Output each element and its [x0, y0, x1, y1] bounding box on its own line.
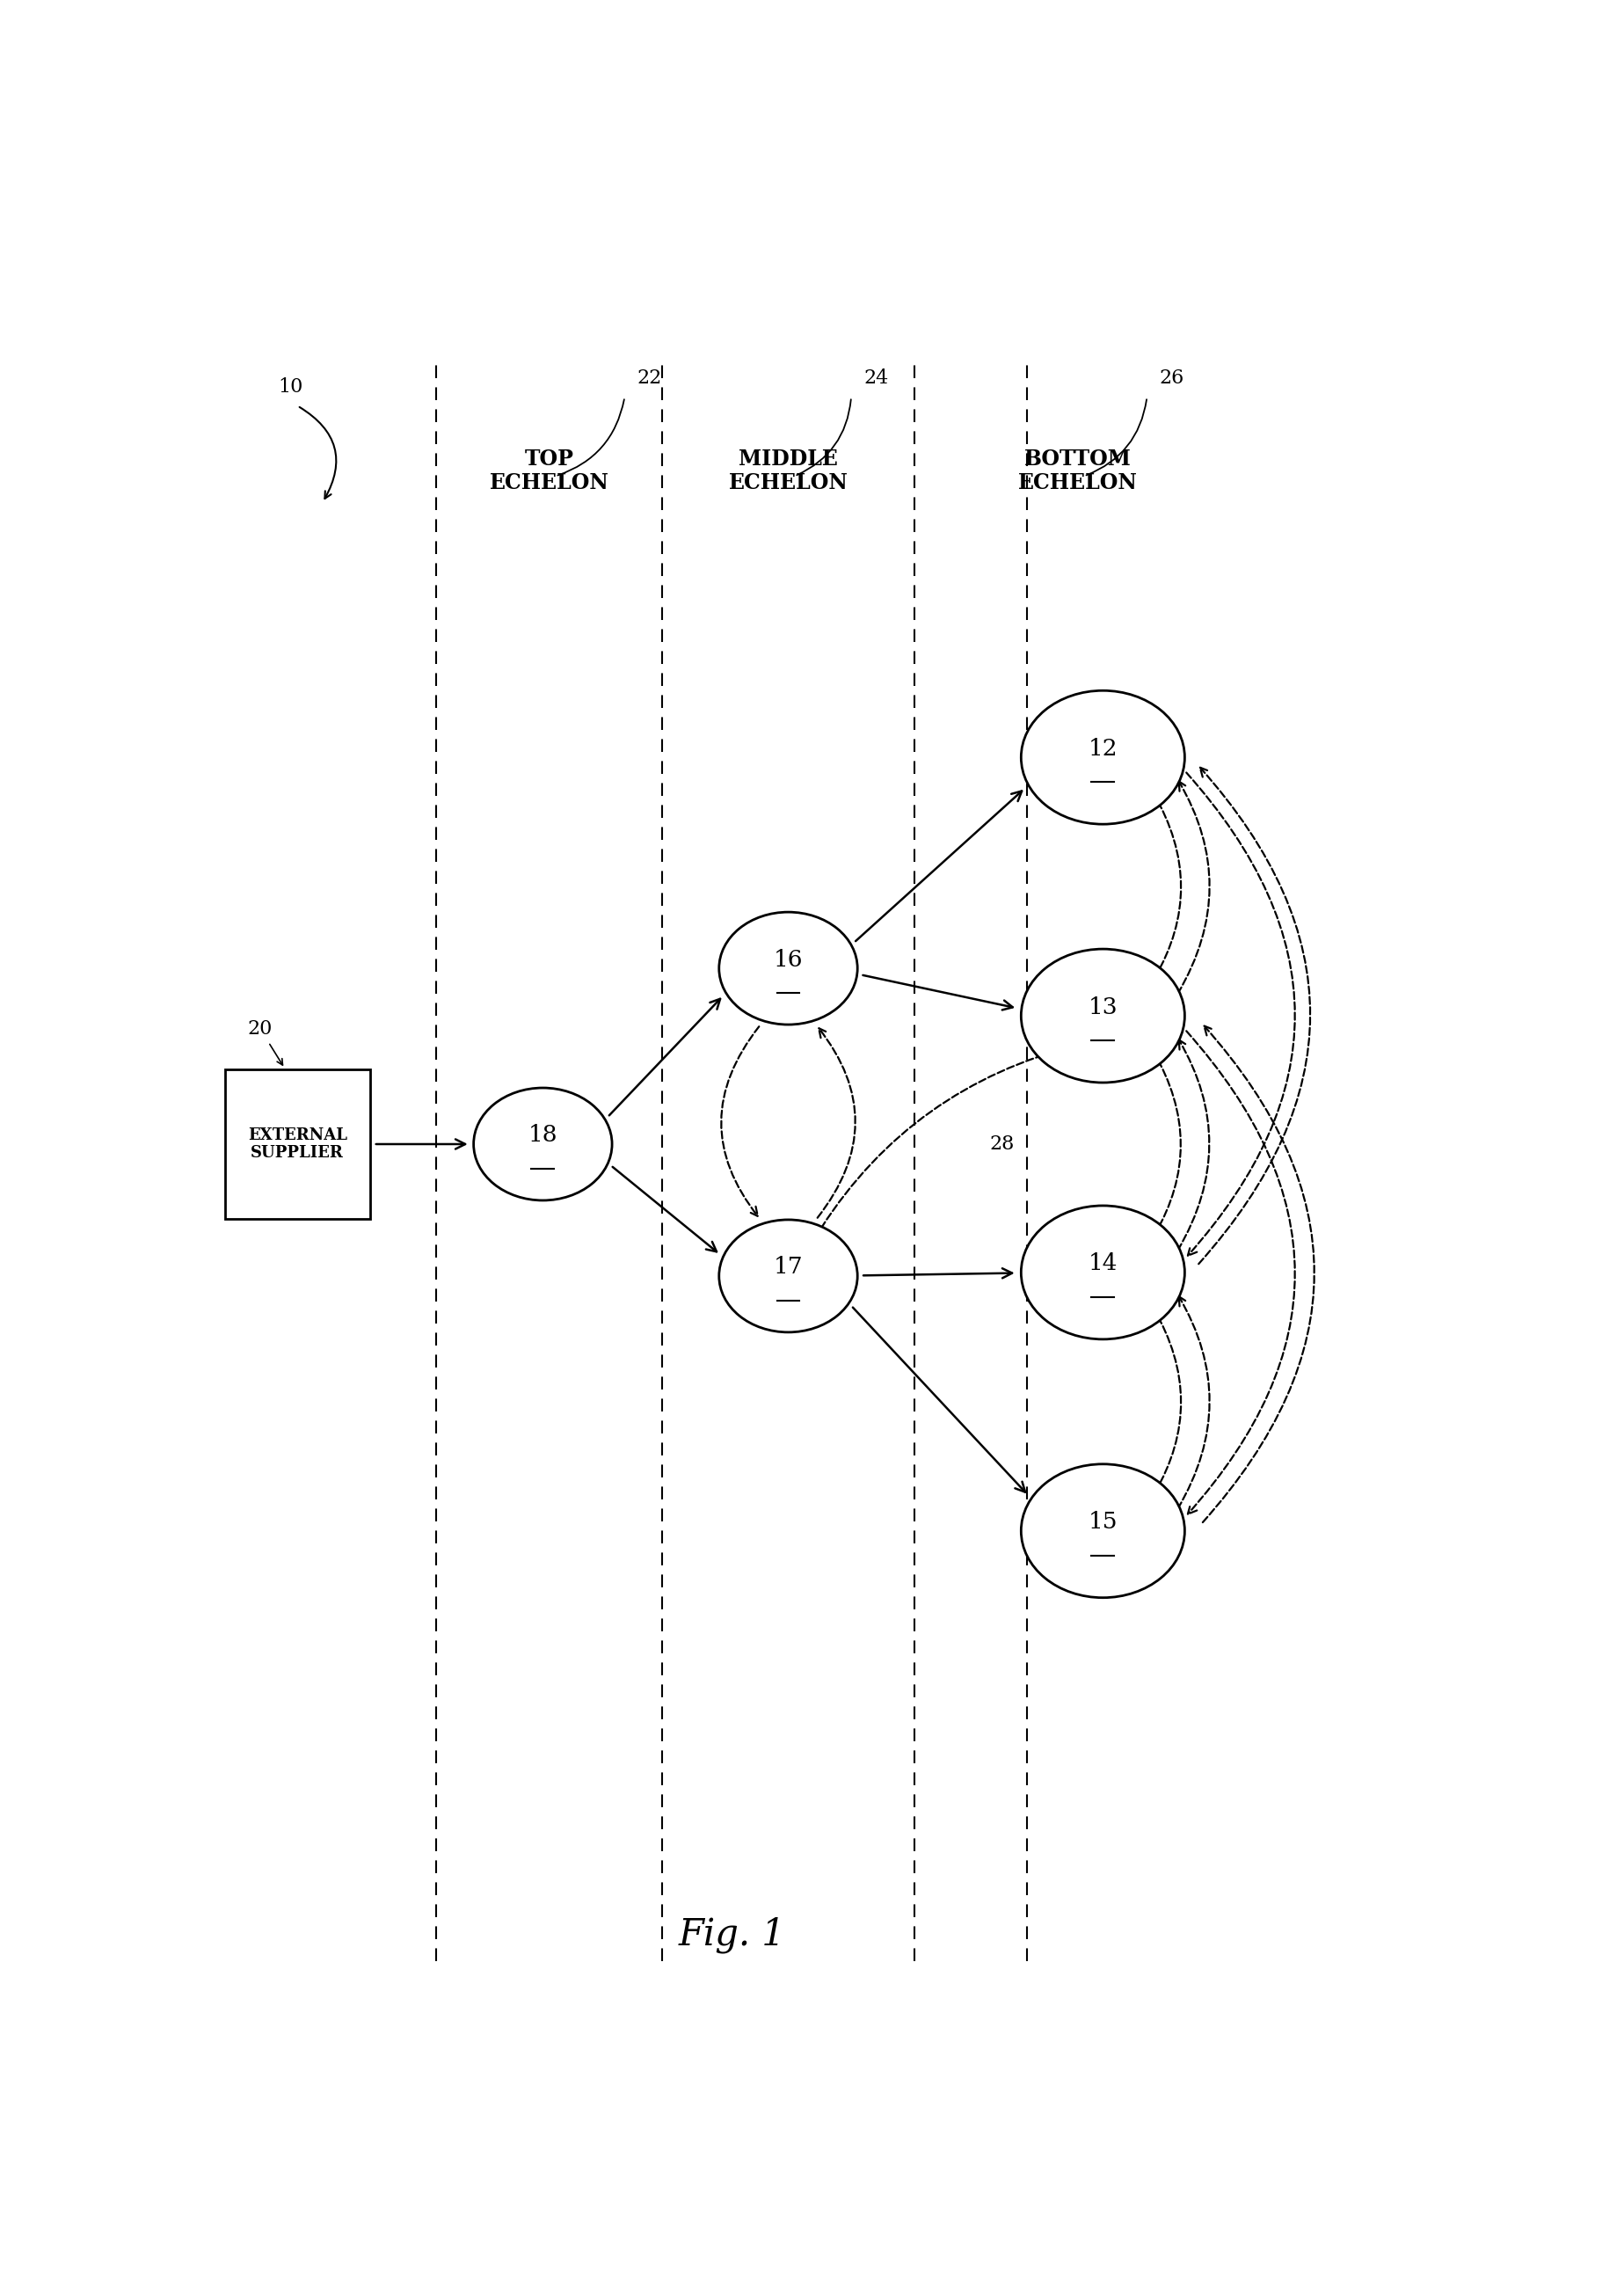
Text: EXTERNAL
SUPPLIER: EXTERNAL SUPPLIER	[248, 1128, 348, 1162]
FancyArrowPatch shape	[864, 1269, 1012, 1278]
Text: 12: 12	[1088, 737, 1117, 760]
Text: 22: 22	[637, 370, 663, 388]
FancyArrowPatch shape	[721, 1027, 758, 1217]
Text: 13: 13	[1088, 995, 1117, 1018]
Text: 28: 28	[989, 1135, 1015, 1153]
FancyArrowPatch shape	[1177, 781, 1210, 993]
Text: 10: 10	[279, 377, 304, 397]
Ellipse shape	[1021, 1205, 1186, 1340]
FancyArrowPatch shape	[377, 1139, 464, 1148]
FancyArrowPatch shape	[856, 790, 1021, 941]
Text: MIDDLE
ECHELON: MIDDLE ECHELON	[729, 447, 848, 493]
FancyArrowPatch shape	[1203, 1025, 1314, 1523]
FancyArrowPatch shape	[810, 1048, 1057, 1247]
Ellipse shape	[1021, 1463, 1186, 1598]
Ellipse shape	[1021, 689, 1186, 824]
Ellipse shape	[719, 1219, 857, 1333]
Text: 14: 14	[1088, 1253, 1117, 1274]
FancyArrowPatch shape	[609, 1000, 719, 1116]
Ellipse shape	[1021, 950, 1186, 1082]
FancyArrowPatch shape	[853, 1308, 1025, 1493]
Text: 18: 18	[528, 1123, 557, 1146]
Ellipse shape	[719, 913, 857, 1025]
FancyArrowPatch shape	[817, 1027, 856, 1217]
FancyArrowPatch shape	[1177, 1039, 1210, 1251]
Text: 16: 16	[773, 947, 802, 970]
Text: TOP
ECHELON: TOP ECHELON	[489, 447, 609, 493]
FancyArrowPatch shape	[612, 1167, 716, 1251]
Text: 15: 15	[1088, 1511, 1117, 1534]
Text: 24: 24	[864, 370, 888, 388]
FancyBboxPatch shape	[226, 1068, 370, 1219]
FancyArrowPatch shape	[1153, 792, 1181, 979]
Text: 20: 20	[247, 1018, 271, 1039]
Text: BOTTOM
ECHELON: BOTTOM ECHELON	[1018, 447, 1137, 493]
FancyArrowPatch shape	[862, 975, 1013, 1009]
Ellipse shape	[474, 1089, 612, 1201]
Text: Fig. 1: Fig. 1	[679, 1918, 784, 1954]
FancyArrowPatch shape	[1177, 1297, 1210, 1509]
FancyArrowPatch shape	[1153, 1308, 1181, 1493]
FancyArrowPatch shape	[1153, 1050, 1181, 1235]
FancyArrowPatch shape	[1187, 772, 1294, 1256]
Text: 17: 17	[773, 1256, 802, 1278]
FancyArrowPatch shape	[1199, 767, 1311, 1265]
FancyArrowPatch shape	[1187, 1032, 1294, 1514]
Text: 26: 26	[1160, 370, 1184, 388]
